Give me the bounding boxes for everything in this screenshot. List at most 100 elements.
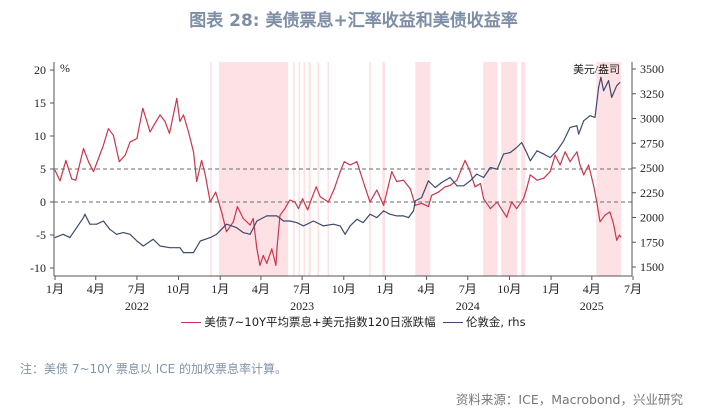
data-point [102,144,104,146]
data-point [201,159,203,161]
data-point [414,200,416,202]
x-tick-label: 1月 [542,282,560,296]
data-point [276,215,278,217]
data-point [87,161,89,163]
data-point [289,220,291,222]
data-point [275,264,277,266]
data-point [396,215,398,217]
shaded-period [317,62,320,276]
data-point [594,116,596,118]
series-lines [54,76,622,266]
data-point [343,161,345,163]
data-point [529,160,531,162]
x-tick-label: 4月 [87,282,105,296]
x-tick-label: 1月 [211,282,229,296]
data-point [569,161,571,163]
right-tick-label: 2000 [640,211,664,225]
data-point [92,171,94,173]
x-year-label: 2025 [580,299,604,313]
right-tick-label: 2750 [640,136,664,150]
data-point [616,85,618,87]
data-point [576,125,578,127]
data-point [509,151,511,153]
right-tick-label: 3000 [640,112,664,126]
data-point [431,194,433,196]
data-point [479,183,481,185]
data-point [69,237,71,239]
data-point [564,151,566,153]
data-point [469,171,471,173]
data-point [496,201,498,203]
data-point [511,201,513,203]
data-point [609,211,611,213]
right-tick-label: 2500 [640,161,664,175]
data-point [588,164,590,166]
data-point [579,164,581,166]
data-point [284,208,286,210]
data-point [403,179,405,181]
data-point [262,254,264,256]
data-point [412,210,414,212]
data-point [83,217,85,219]
data-point [349,164,351,166]
data-point [266,262,268,264]
data-point [116,233,118,235]
data-point [164,120,166,122]
legend-swatch-red [181,322,202,323]
data-point [474,186,476,188]
data-point [89,223,91,225]
data-point [153,124,155,126]
data-point [611,96,613,98]
data-point [209,201,211,203]
data-point [616,239,618,241]
data-point [444,186,446,188]
data-point [362,222,364,224]
data-point [276,245,278,247]
data-point [112,134,114,136]
left-tick-label: 5 [40,162,46,176]
data-point [619,81,621,83]
data-point [506,216,508,218]
data-point [302,198,304,200]
data-point [578,133,580,135]
data-point [456,179,458,181]
data-point [503,153,505,155]
data-point [536,179,538,181]
data-point [59,180,61,182]
data-point [569,126,571,128]
shaded-period [415,62,431,276]
data-point [496,168,498,170]
data-point [209,237,211,239]
x-tick-label: 10月 [497,282,521,296]
right-tick-label: 3500 [640,62,664,76]
data-point [463,185,465,187]
data-point [193,151,195,153]
data-point [129,141,131,143]
data-point [516,208,518,210]
data-point [221,211,223,213]
data-point [376,189,378,191]
data-point [271,248,273,250]
data-point [65,159,67,161]
data-point [396,181,398,183]
legend: 美债7~10Y平均票息+美元指数120日涨跌幅 伦敦金, rhs [0,314,707,330]
data-point [554,154,556,156]
data-point [96,223,98,225]
chart-title: 图表 28: 美债票息+汇率收益和美债收益率 [189,11,518,31]
left-tick-label: -10 [30,261,46,275]
data-point [83,148,85,150]
data-point [407,217,409,219]
data-point [169,247,171,249]
data-point [598,86,600,88]
data-point [75,179,77,181]
shaded-period [303,62,306,276]
x-tick-label: 4月 [583,282,601,296]
data-point [76,227,78,229]
data-point [236,227,238,229]
data-point [599,221,601,223]
data-point [427,180,429,182]
data-point [600,76,602,78]
data-point [298,208,300,210]
data-point [124,154,126,156]
